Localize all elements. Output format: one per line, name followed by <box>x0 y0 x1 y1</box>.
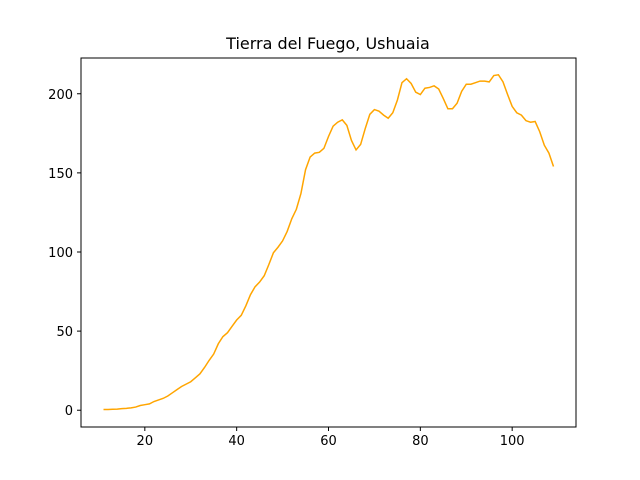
y-tick-label: 100 <box>48 246 73 261</box>
x-tick-label: 100 <box>500 434 525 449</box>
x-tick-label: 40 <box>228 434 245 449</box>
x-tick-label: 80 <box>412 434 429 449</box>
chart-title: Tierra del Fuego, Ushuaia <box>225 34 430 53</box>
data-line <box>103 73 555 411</box>
y-tick-label: 150 <box>48 167 73 182</box>
y-tick-label: 200 <box>48 88 73 103</box>
y-tick-label: 50 <box>56 325 73 340</box>
x-tick-label: 60 <box>320 434 337 449</box>
x-tick-label: 20 <box>137 434 154 449</box>
y-tick-label: 0 <box>65 404 73 419</box>
